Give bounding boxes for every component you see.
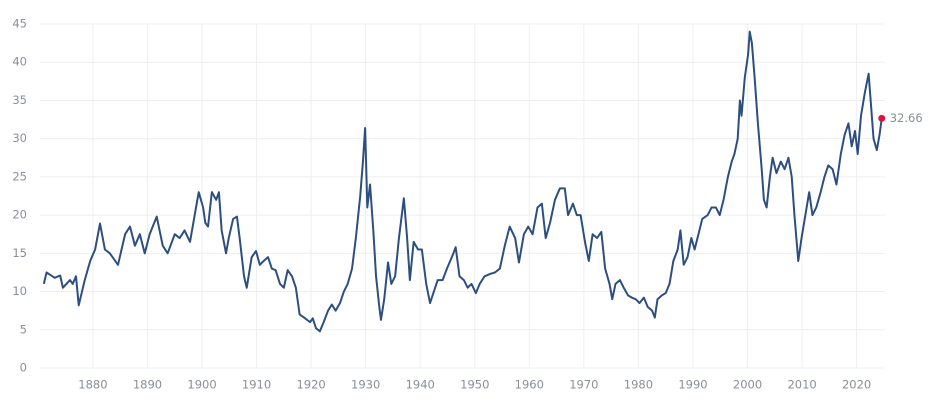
y-tick-label: 15 (12, 246, 27, 260)
y-tick-label: 35 (12, 93, 27, 107)
x-tick-label: 1920 (296, 378, 325, 392)
y-tick-label: 25 (12, 169, 27, 183)
x-tick-label: 1930 (351, 378, 380, 392)
last-point (878, 114, 886, 122)
y-tick-label: 10 (12, 284, 27, 298)
x-tick-label: 2020 (842, 378, 871, 392)
y-tick-label: 20 (12, 208, 27, 222)
y-tick-label: 30 (12, 131, 27, 145)
x-tick-label: 2000 (733, 378, 762, 392)
x-tick-label: 1890 (133, 378, 162, 392)
x-tick-label: 1990 (678, 378, 707, 392)
x-tick-label: 1880 (78, 378, 107, 392)
x-tick-label: 1900 (187, 378, 216, 392)
y-tick-label: 40 (12, 55, 27, 69)
x-tick-label: 1960 (515, 378, 544, 392)
data-line (42, 30, 883, 333)
x-tick-label: 1950 (460, 378, 489, 392)
x-tick-label: 1940 (406, 378, 435, 392)
x-tick-label: 1970 (569, 378, 598, 392)
x-tick-label: 2010 (787, 378, 816, 392)
x-tick-label: 1910 (242, 378, 271, 392)
x-tick-label: 1980 (624, 378, 653, 392)
y-tick-label: 45 (12, 17, 27, 31)
y-tick-label: 5 (20, 322, 27, 336)
last-value-label: 32.66 (890, 111, 923, 125)
y-tick-label: 0 (20, 361, 27, 375)
